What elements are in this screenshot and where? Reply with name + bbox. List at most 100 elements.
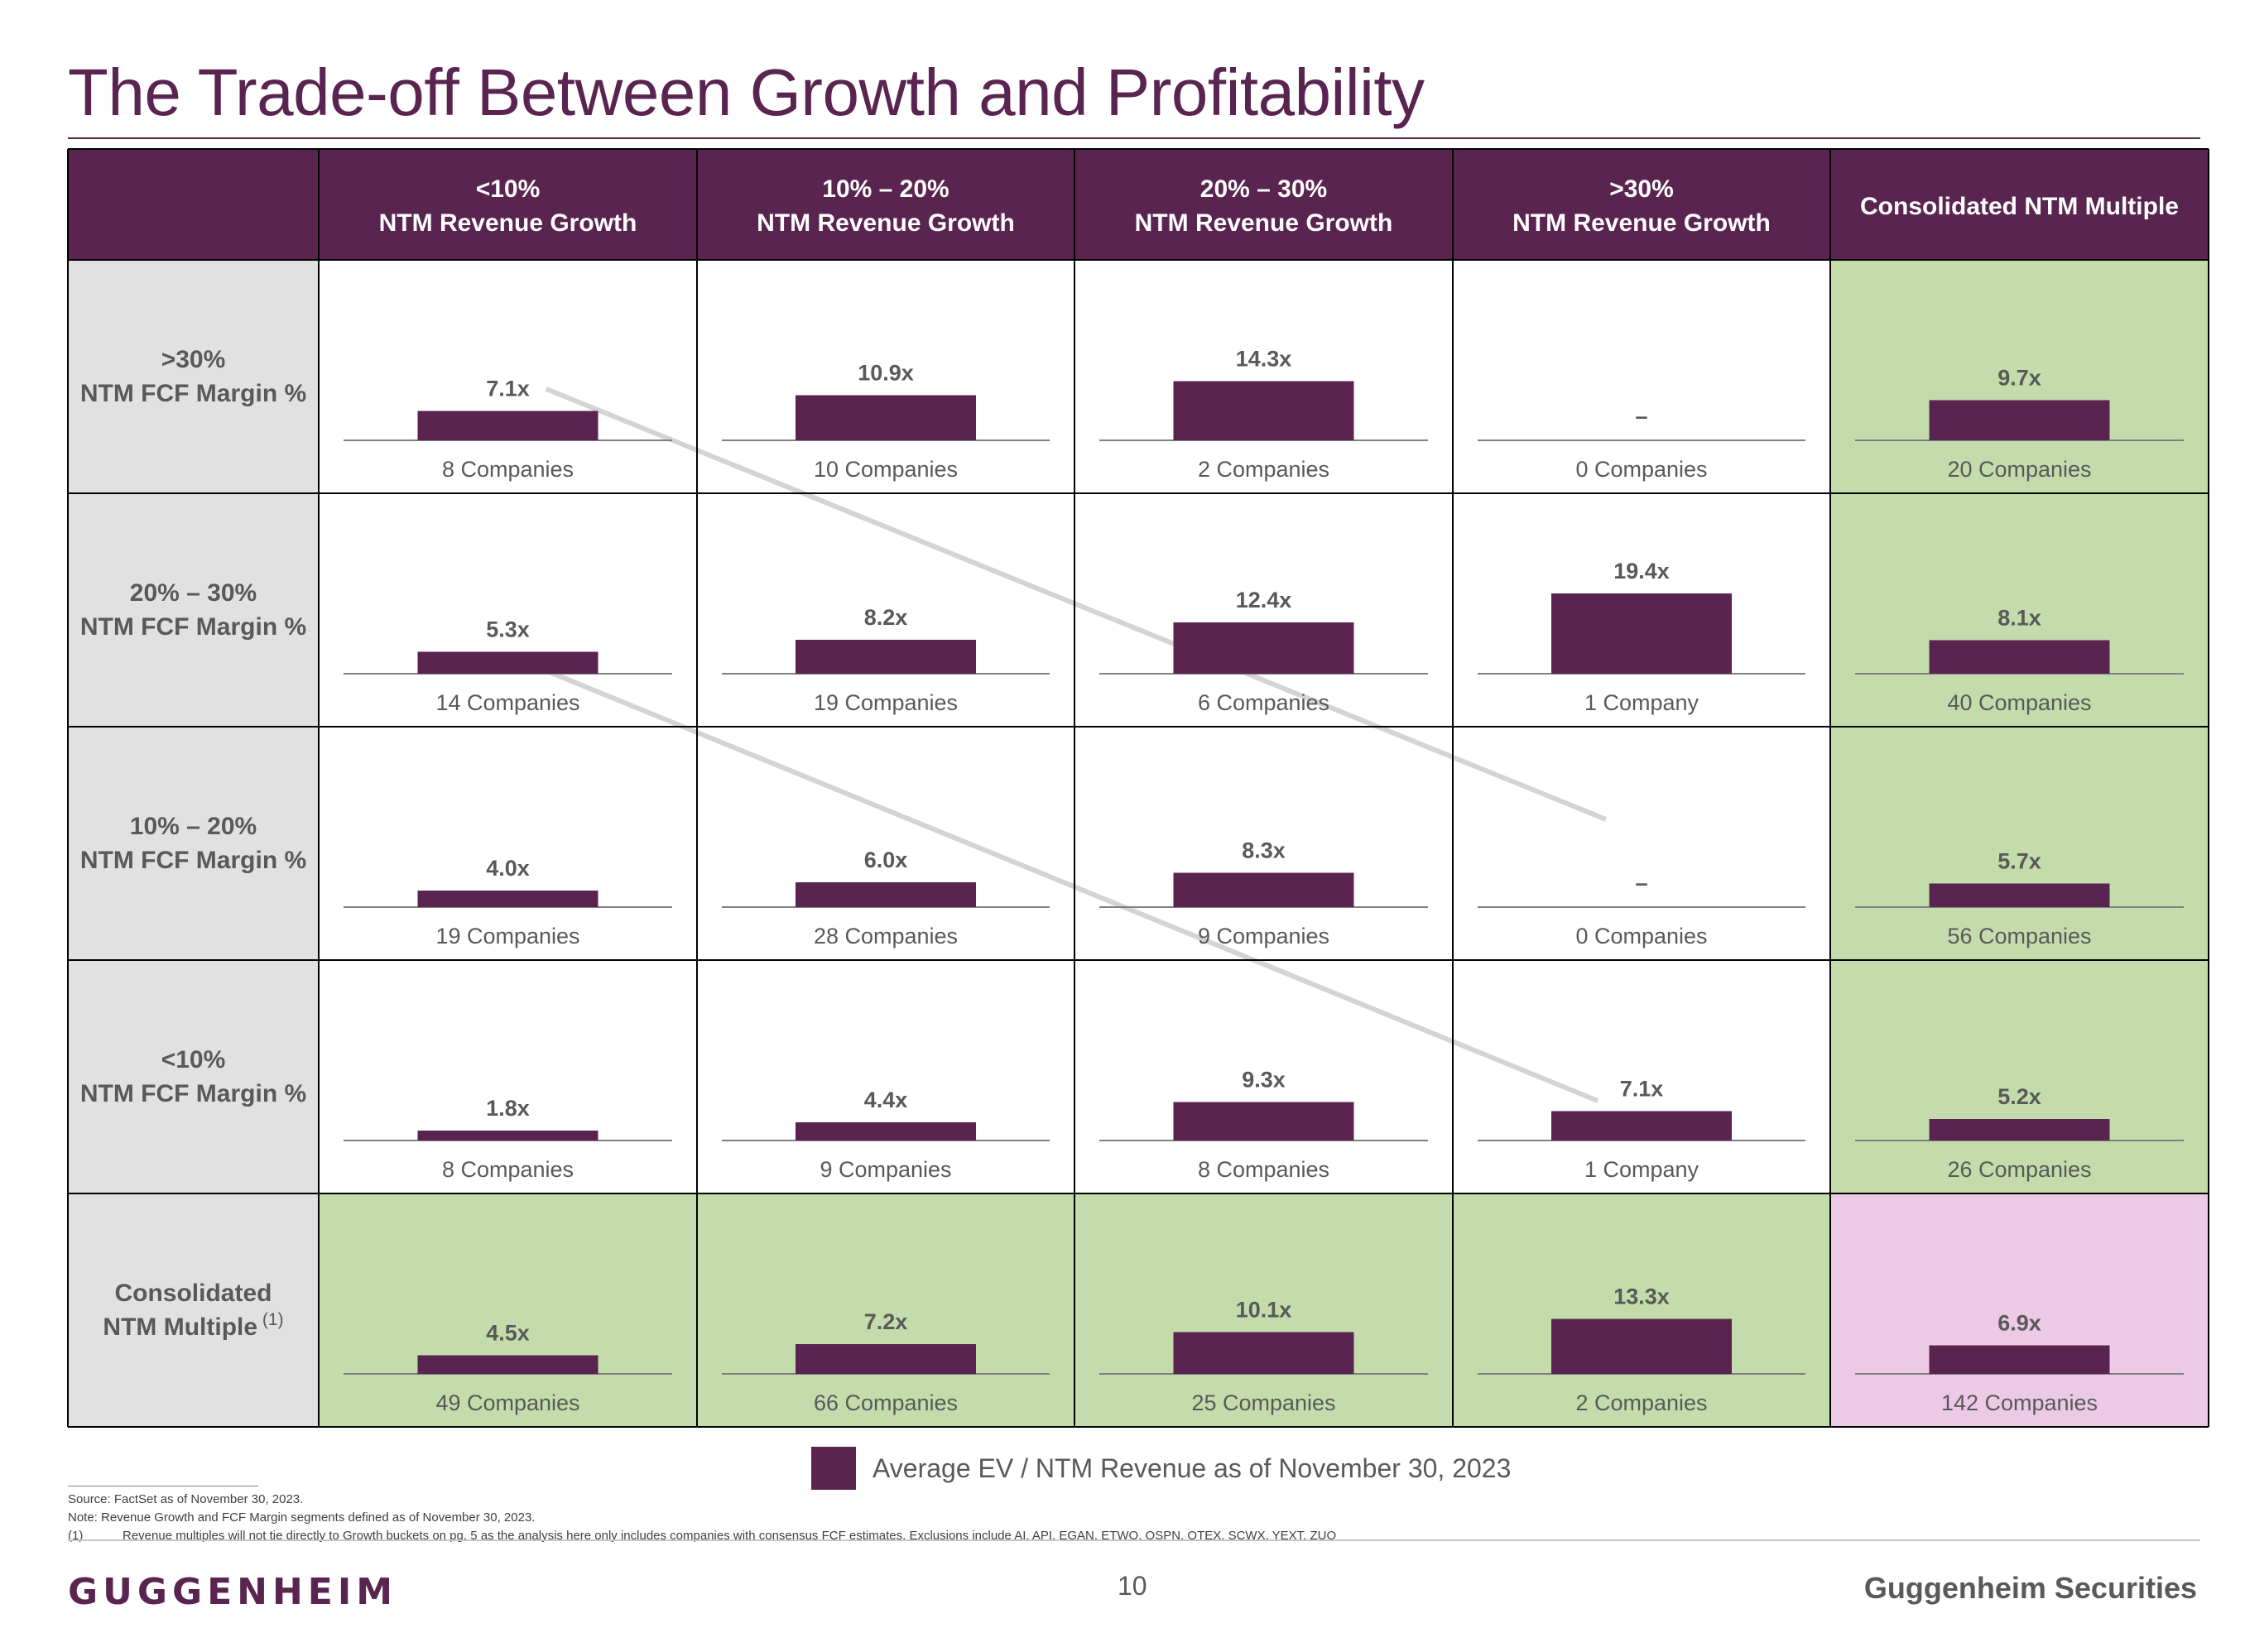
multiple-value-label: 7.1x — [1620, 1077, 1664, 1102]
company-count-label: 25 Companies — [1191, 1390, 1335, 1415]
company-count-label: 10 Companies — [814, 457, 958, 482]
matrix-cell — [1074, 727, 1453, 960]
multiple-bar — [1551, 1318, 1732, 1374]
company-count-label: 49 Companies — [435, 1390, 579, 1415]
matrix-cell — [697, 727, 1074, 960]
multiple-value-label: 13.3x — [1613, 1285, 1670, 1309]
multiple-value-label: 10.1x — [1236, 1298, 1292, 1323]
company-count-label: 9 Companies — [820, 1157, 951, 1182]
matrix-cell — [319, 1193, 697, 1427]
multiple-bar — [1929, 640, 2110, 674]
column-header-line1: >30% — [1609, 175, 1674, 203]
matrix-cell — [697, 493, 1074, 727]
multiple-bar — [1173, 622, 1354, 674]
multiple-value-label: 12.4x — [1236, 588, 1292, 612]
company-count-label: 56 Companies — [1947, 924, 2091, 948]
column-header-line2: NTM Revenue Growth — [757, 209, 1015, 237]
guggenheim-logo: GUGGENHEIM — [68, 1571, 397, 1613]
matrix-cell — [1830, 960, 2209, 1193]
multiple-bar — [417, 891, 599, 907]
multiple-bar — [1929, 400, 2110, 440]
footer-divider — [68, 1539, 2200, 1541]
matrix-cell — [319, 727, 697, 960]
company-count-label: 0 Companies — [1575, 924, 1707, 948]
multiple-value-label: 8.2x — [864, 605, 908, 630]
row-label-line1: Consolidated — [114, 1280, 272, 1307]
multiple-value-label: 6.9x — [1997, 1311, 2041, 1336]
column-header-band — [68, 149, 2209, 260]
company-count-label: 19 Companies — [814, 690, 958, 715]
title-divider — [68, 137, 2200, 139]
multiple-value-label: 6.0x — [864, 848, 908, 872]
row-label-cell — [68, 1193, 319, 1427]
source-note: Source: FactSet as of November 30, 2023. — [68, 1492, 304, 1506]
column-header-line2: NTM Revenue Growth — [379, 209, 637, 237]
tradeoff-line-upper — [545, 387, 1608, 822]
multiple-value-label: – — [1635, 404, 1647, 429]
multiple-value-label: 7.1x — [486, 377, 530, 401]
company-count-label: 19 Companies — [435, 924, 579, 948]
row-label-line1: 10% – 20% — [130, 813, 257, 840]
company-count-label: 6 Companies — [1198, 690, 1329, 715]
matrix-cell — [1074, 260, 1453, 493]
multiple-value-label: 10.9x — [858, 361, 914, 386]
multiple-bar — [1173, 1102, 1354, 1141]
multiple-bar — [417, 1355, 599, 1374]
multiple-bar — [796, 640, 976, 674]
multiple-bar — [1929, 883, 2110, 907]
matrix-cell — [1830, 260, 2209, 493]
company-count-label: 26 Companies — [1947, 1157, 2091, 1182]
column-header-line1: Consolidated NTM Multiple — [1860, 193, 2179, 220]
company-count-label: 8 Companies — [442, 457, 574, 482]
multiple-bar — [1929, 1119, 2110, 1141]
company-count-label: 20 Companies — [1947, 457, 2091, 482]
matrix-cell — [1074, 1193, 1453, 1427]
multiple-value-label: 5.2x — [1997, 1084, 2041, 1109]
matrix-cell — [697, 1193, 1074, 1427]
company-count-label: 142 Companies — [1941, 1390, 2098, 1415]
company-count-label: 8 Companies — [1198, 1157, 1329, 1182]
company-count-label: 1 Company — [1584, 690, 1699, 715]
matrix-cell — [1074, 960, 1453, 1193]
multiple-bar — [1173, 1332, 1354, 1374]
multiple-bar — [417, 1131, 599, 1141]
row-label-cell — [68, 260, 319, 493]
multiple-bar — [1551, 1111, 1732, 1141]
matrix-cell — [697, 260, 1074, 493]
company-count-label: 66 Companies — [814, 1390, 958, 1415]
matrix-cell — [1830, 1193, 2209, 1427]
multiple-value-label: 19.4x — [1613, 559, 1670, 583]
row-label-line1: >30% — [161, 346, 226, 373]
multiple-bar — [1173, 381, 1354, 440]
multiple-bar — [1173, 872, 1354, 907]
multiple-bar — [796, 882, 976, 907]
matrix-cell — [1074, 493, 1453, 727]
multiple-value-label: 1.8x — [486, 1096, 530, 1121]
matrix-cell — [1830, 727, 2209, 960]
matrix-cell — [697, 960, 1074, 1193]
legend-swatch — [811, 1447, 856, 1490]
row-label-line2: NTM FCF Margin % — [80, 1080, 306, 1107]
row-label-line1: 20% – 30% — [130, 579, 257, 607]
multiple-bar — [417, 411, 599, 440]
matrix-cell — [1830, 493, 2209, 727]
page-title: The Trade-off Between Growth and Profita… — [68, 55, 1425, 129]
column-header-line1: <10% — [476, 175, 541, 203]
matrix-cell — [1453, 727, 1830, 960]
company-count-label: 2 Companies — [1575, 1390, 1707, 1415]
matrix-cell — [319, 260, 697, 493]
chart-legend: Average EV / NTM Revenue as of November … — [811, 1445, 1511, 1491]
multiple-value-label: 4.5x — [486, 1321, 530, 1346]
multiple-value-label: 5.3x — [486, 617, 530, 642]
multiple-value-label: 4.4x — [864, 1088, 908, 1112]
matrix-cell — [319, 493, 697, 727]
multiple-value-label: 8.3x — [1242, 838, 1286, 863]
footnote-ref: (1) — [68, 1529, 84, 1543]
multiple-bar — [1929, 1345, 2110, 1374]
multiple-bar — [796, 1122, 976, 1141]
company-count-label: 9 Companies — [1198, 924, 1329, 948]
company-count-label: 14 Companies — [435, 690, 579, 715]
matrix-cell — [1453, 1193, 1830, 1427]
segment-note: Note: Revenue Growth and FCF Margin segm… — [68, 1510, 536, 1525]
